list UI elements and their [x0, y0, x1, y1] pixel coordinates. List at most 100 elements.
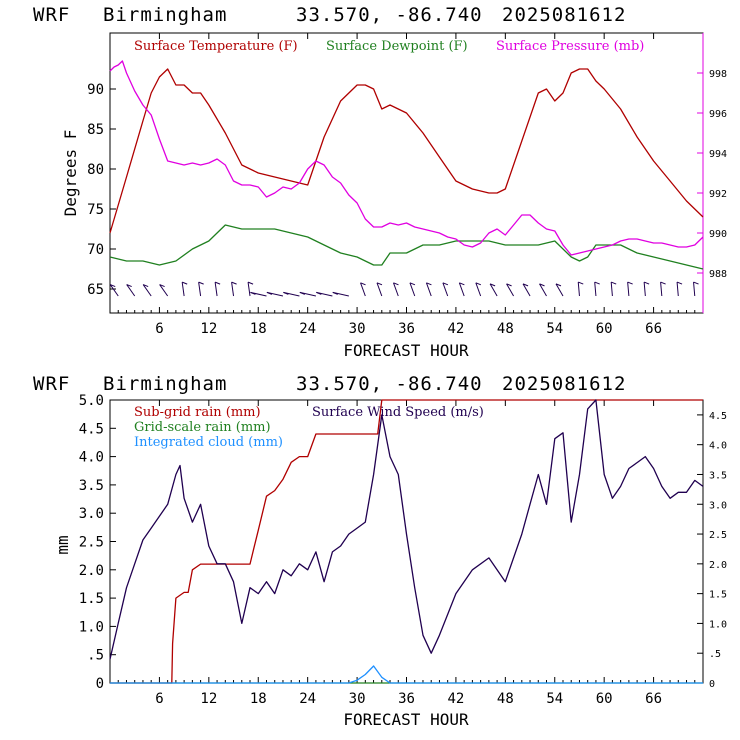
wind-barb-feather — [594, 281, 600, 285]
wind-barb — [506, 283, 515, 297]
wind-barb-feather — [660, 281, 666, 285]
top-x-tick-label: 24 — [299, 321, 316, 337]
wind-barb-feather — [332, 291, 338, 295]
wind-barb-feather — [283, 291, 289, 295]
bottom-model-label: WRF — [33, 373, 70, 395]
wind-barb-feather — [676, 281, 683, 285]
wind-barb-feather — [159, 284, 165, 287]
bottom-x-tick-label: 54 — [546, 691, 563, 707]
bottom-y-tick-label: 5.0 — [79, 393, 104, 409]
wind-barb — [425, 282, 432, 297]
bottom-y2-tick-label: 3.0 — [709, 500, 727, 511]
wind-barb-feather — [360, 282, 366, 286]
bottom-y2-tick-label: .5 — [709, 649, 721, 660]
sub-grid-rain-line — [110, 399, 703, 684]
bottom-legend: Sub-grid rain (mm) Grid-scale rain (mm) … — [134, 405, 484, 450]
top-y-tick-label: 75 — [87, 202, 104, 218]
top-plot-frame — [109, 32, 704, 314]
top-series — [109, 60, 704, 270]
legend-gridscale-rain: Grid-scale rain (mm) — [134, 420, 271, 435]
top-x-tick-label: 36 — [398, 321, 415, 337]
top-x-tick-label: 42 — [447, 321, 464, 337]
bottom-y-tick-label: 4.5 — [79, 421, 104, 437]
wind-barb — [409, 282, 416, 297]
bottom-y2-tick-label: 1.5 — [709, 590, 727, 601]
top-x-tick-label: 48 — [497, 321, 514, 337]
wind-barb — [555, 283, 564, 297]
integrated-cloud-line — [110, 665, 703, 684]
top-x-tick-label: 54 — [546, 321, 563, 337]
top-y2-tick-label: 992 — [709, 189, 727, 200]
wind-barb-feather — [693, 281, 699, 285]
wind-barb — [489, 283, 498, 297]
bottom-y2-tick-label: 0 — [709, 679, 715, 690]
wind-barb-feather — [376, 282, 383, 286]
bottom-y2-tick-label: 2.0 — [709, 560, 727, 571]
top-coords-label: 33.570, -86.740 — [296, 4, 483, 26]
bottom-y-tick-label: 1.5 — [79, 591, 104, 607]
bottom-y-tick-label: 3.0 — [79, 506, 104, 522]
bottom-series — [109, 399, 704, 684]
top-x-tick-label: 6 — [155, 321, 163, 337]
wind-barb — [643, 282, 646, 297]
wind-barb-feather — [198, 281, 204, 285]
wind-barb-feather — [316, 291, 322, 295]
top-y2-tick-label: 990 — [709, 229, 727, 240]
wind-barb — [126, 284, 136, 297]
bottom-x-tick-label: 66 — [645, 691, 662, 707]
wind-barb-feather — [231, 281, 237, 285]
wind-barb — [539, 283, 547, 297]
top-x-tick-label: 12 — [200, 321, 217, 337]
top-station-label: Birmingham — [103, 4, 227, 26]
bottom-x-tick-label: 36 — [398, 691, 415, 707]
wind-barb-feather — [214, 281, 221, 285]
wind-barbs — [109, 281, 699, 297]
wind-barb-feather — [442, 282, 449, 286]
wind-barb-feather — [506, 283, 512, 287]
bottom-x-tick-label: 18 — [250, 691, 267, 707]
bottom-y-tick-label: 4.0 — [79, 450, 104, 466]
bottom-y-axis-label: mm — [53, 535, 72, 554]
top-x-tick-label: 30 — [349, 321, 366, 337]
top-y-tick-label: 65 — [87, 282, 104, 298]
wind-barb-feather — [539, 283, 545, 287]
wind-barb — [376, 282, 383, 297]
wind-barb-feather — [522, 283, 529, 287]
wind-barb-feather — [409, 282, 416, 286]
bottom-coords-label: 33.570, -86.740 — [296, 373, 483, 395]
wind-barb-feather — [181, 281, 188, 285]
bottom-x-tick-label: 60 — [596, 691, 613, 707]
wind-barb-feather — [578, 281, 584, 285]
legend-subgrid-rain: Sub-grid rain (mm) — [134, 405, 261, 420]
top-header: WRF Birmingham 33.570, -86.740 202508161… — [33, 4, 626, 26]
bottom-y-tick-label: 3.5 — [79, 478, 104, 494]
wind-barb — [360, 282, 366, 297]
wind-barb-feather — [475, 282, 482, 286]
bottom-station-label: Birmingham — [103, 373, 227, 395]
top-y-tick-label: 70 — [87, 242, 104, 258]
top-x-tick-label: 66 — [645, 321, 662, 337]
wind-barb — [214, 282, 218, 297]
top-y-tick-label: 80 — [87, 162, 104, 178]
top-y-tick-label: 90 — [87, 82, 104, 98]
bottom-y-tick-label: .5 — [87, 648, 104, 664]
bottom-x-tick-label: 42 — [447, 691, 464, 707]
top-x-axis-label: FORECAST HOUR — [343, 341, 469, 360]
wind-barb — [610, 282, 613, 297]
bottom-x-tick-label: 48 — [497, 691, 514, 707]
wind-barb — [181, 282, 185, 297]
wind-barb-feather — [266, 291, 273, 295]
wind-barb — [475, 282, 482, 297]
top-run-label: 2025081612 — [502, 4, 626, 26]
top-y-tick-label: 85 — [87, 122, 104, 138]
wind-barb-feather — [142, 284, 149, 287]
bottom-axes: 6 12 18 24 30 36 42 48 54 60 66 0 .5 1.0 1.5 2.0 2.5 3.0 3… — [79, 393, 727, 707]
bottom-x-tick-label: 24 — [299, 691, 316, 707]
bottom-y2-tick-label: 3.5 — [709, 470, 727, 481]
wind-barb — [594, 282, 597, 297]
top-axes: 6 12 18 24 30 36 42 48 54 60 66 65 70 75 80 85 90 988 990 9… — [87, 33, 727, 337]
wind-barb — [693, 282, 696, 297]
wind-barb-feather — [299, 291, 306, 295]
top-x-tick-label: 18 — [250, 321, 267, 337]
top-y2-tick-label: 996 — [709, 109, 727, 120]
